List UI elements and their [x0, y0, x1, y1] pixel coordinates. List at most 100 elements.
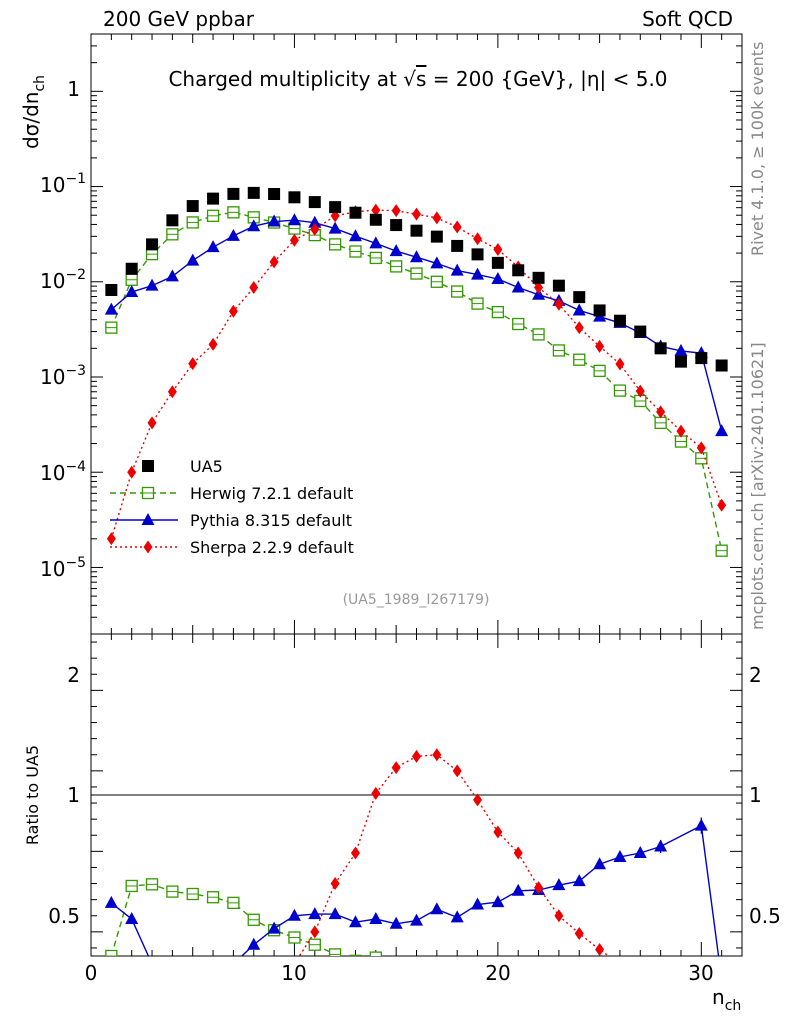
sherpa-main-point — [656, 405, 666, 419]
pythia-main-point — [511, 280, 525, 293]
pythia-main-point — [125, 285, 139, 298]
pythia-ratio-point — [715, 973, 728, 985]
data-main-point — [288, 191, 301, 204]
data-main-point — [369, 213, 382, 226]
sherpa-main-point — [635, 384, 645, 398]
herwig-ratio-point — [166, 885, 179, 898]
pythia-main-point — [491, 271, 505, 284]
pythia-ratio-point — [328, 907, 342, 920]
ratio-ylabel: Ratio to UA5 — [23, 745, 42, 845]
legend-sherpa-label: Sherpa 2.2.9 default — [190, 538, 354, 557]
sherpa-main-point — [493, 243, 503, 257]
sherpa-ratio-point — [432, 748, 442, 762]
data-main-point — [410, 224, 423, 237]
sherpa-main-point — [167, 385, 177, 399]
herwig-ratio-point — [369, 951, 382, 956]
ytick-label-1e-2-exp: −2 — [65, 267, 86, 283]
pythia-ratio-point — [430, 902, 444, 915]
ytick-label-1e-5: 10−5 — [40, 555, 86, 581]
pythia-ratio-point — [146, 957, 159, 969]
mcplots-label: mcplots.cern.ch [arXiv:2401.10621] — [748, 342, 767, 630]
chart-title-sqrt: √ — [403, 67, 416, 91]
sherpa-main-point — [371, 203, 381, 217]
herwig-main-point — [410, 267, 423, 280]
main-ylabel-sub: ch — [32, 75, 48, 92]
pythia-main-point — [165, 269, 179, 282]
main-ylabel: dσ/dnch — [19, 75, 48, 149]
legend-pythia-label: Pythia 8.315 default — [190, 511, 352, 530]
ytick-label-1: 1 — [67, 77, 80, 101]
sherpa-main-point — [717, 498, 727, 512]
pythia-ratio-point — [104, 895, 118, 908]
pythia-ratio-point — [694, 818, 708, 831]
data-main-point — [186, 200, 199, 213]
sherpa-main-point — [696, 441, 706, 455]
herwig-main-point — [654, 416, 667, 429]
ratio-ytick-1-right: 1 — [749, 783, 762, 807]
data-main-point — [207, 192, 220, 205]
data-main-point — [227, 187, 240, 200]
sherpa-ratio-point — [310, 925, 320, 939]
xtick-labels: 0 10 20 30 — [85, 961, 714, 985]
xlabel: nch — [712, 985, 741, 1014]
herwig-main-point — [573, 353, 586, 366]
sherpa-main-point — [289, 233, 299, 247]
data-main-point — [125, 262, 138, 275]
pythia-ratio-line — [110, 824, 720, 956]
herwig-main-point — [328, 238, 342, 251]
herwig-ratio-point — [288, 931, 301, 944]
herwig-main-point — [105, 321, 118, 334]
pythia-ratio-point — [287, 908, 301, 921]
ytick-label-1e-2-base: 10 — [40, 269, 65, 293]
pythia-main-point — [430, 256, 444, 269]
sherpa-main-point — [452, 220, 462, 234]
pythia-ratio-point — [572, 874, 586, 887]
pythia-ratio-point — [227, 957, 240, 969]
pythia-main-point — [471, 267, 485, 280]
sherpa-ratio-point — [615, 958, 624, 971]
chart-title-prefix: Charged multiplicity at — [168, 67, 403, 91]
pythia-main-point — [104, 302, 118, 315]
pythia-main-point — [287, 213, 301, 226]
rivet-label: Rivet 4.1.0, ≥ 100k events — [748, 42, 767, 256]
herwig-ratio-point — [145, 878, 159, 891]
ytick-label-1e-4-base: 10 — [40, 461, 65, 485]
xtick-label-20: 20 — [485, 961, 510, 985]
pythia-ratio-point — [410, 913, 423, 926]
sherpa-ratio-point — [574, 926, 584, 940]
xlabel-text: n — [712, 985, 725, 1009]
data-main-point — [268, 188, 281, 201]
legend-pythia-marker — [141, 513, 155, 525]
pythia-ratio-point — [613, 849, 627, 862]
data-main-point — [349, 206, 362, 219]
herwig-ratio-point — [186, 887, 199, 901]
sherpa-main-point — [595, 339, 605, 353]
ytick-label-1e-3-exp: −3 — [65, 363, 86, 379]
herwig-main-point — [451, 285, 464, 298]
ratio-ytick-2-right: 2 — [749, 663, 762, 687]
sherpa-main-point — [127, 465, 137, 479]
sherpa-ratio-point — [534, 881, 544, 895]
pythia-ratio-point — [511, 883, 525, 896]
herwig-main-point — [512, 317, 525, 331]
pythia-main-point — [247, 219, 261, 232]
herwig-ratio-point — [227, 896, 240, 910]
pythia-main-point — [450, 263, 464, 276]
pythia-ratio-point — [369, 911, 383, 924]
data-main-point — [308, 196, 321, 209]
header-right: Soft QCD — [642, 7, 733, 31]
pythia-ratio-point — [308, 907, 322, 920]
ytick-label-1e-2: 10−2 — [40, 267, 86, 293]
data-main-point — [532, 271, 545, 284]
pythia-main-point — [328, 221, 342, 234]
pythia-ratio-point — [247, 937, 261, 950]
sherpa-main-point — [269, 255, 279, 269]
sherpa-main-point — [473, 232, 483, 246]
data-main-point — [573, 291, 586, 304]
data-main-point — [329, 201, 342, 214]
sherpa-main-point — [310, 222, 320, 236]
data-main-point — [146, 238, 159, 251]
herwig-main-point — [491, 305, 505, 319]
herwig-main-point — [613, 384, 627, 397]
pythia-main-point — [308, 215, 322, 228]
